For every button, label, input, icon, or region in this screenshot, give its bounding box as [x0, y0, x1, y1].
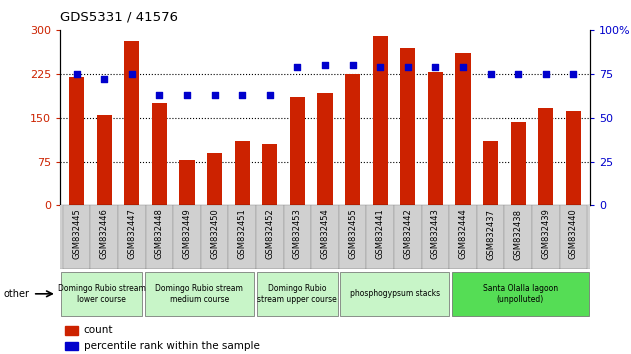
- Text: GSM832445: GSM832445: [72, 209, 81, 259]
- Bar: [90, 205, 118, 269]
- Point: [458, 64, 468, 70]
- Point: [127, 71, 137, 77]
- Bar: [477, 205, 504, 269]
- Point: [71, 71, 81, 77]
- Text: Santa Olalla lagoon
(unpolluted): Santa Olalla lagoon (unpolluted): [483, 284, 558, 303]
- Point: [182, 92, 192, 98]
- Text: GSM832448: GSM832448: [155, 209, 164, 259]
- Text: GSM832444: GSM832444: [459, 209, 468, 259]
- Point: [292, 64, 302, 70]
- FancyBboxPatch shape: [61, 272, 142, 316]
- Text: GSM832447: GSM832447: [127, 209, 136, 259]
- Bar: [62, 205, 90, 269]
- Bar: [201, 205, 228, 269]
- Text: GSM832453: GSM832453: [293, 209, 302, 259]
- Text: GSM832437: GSM832437: [486, 209, 495, 259]
- Bar: [339, 205, 367, 269]
- Bar: [97, 115, 112, 205]
- Bar: [151, 103, 167, 205]
- Text: GSM832439: GSM832439: [541, 209, 550, 259]
- Point: [486, 71, 496, 77]
- Bar: [179, 160, 194, 205]
- Text: GSM832438: GSM832438: [514, 209, 522, 259]
- Bar: [283, 205, 311, 269]
- Bar: [65, 326, 78, 335]
- Point: [99, 76, 109, 82]
- Point: [154, 92, 164, 98]
- Text: GSM832450: GSM832450: [210, 209, 219, 259]
- Point: [403, 64, 413, 70]
- Bar: [483, 141, 498, 205]
- Bar: [367, 205, 394, 269]
- Text: GSM832441: GSM832441: [375, 209, 385, 259]
- Bar: [290, 97, 305, 205]
- Point: [237, 92, 247, 98]
- Bar: [118, 205, 146, 269]
- Bar: [228, 205, 256, 269]
- Bar: [65, 342, 78, 350]
- Text: GSM832442: GSM832442: [403, 209, 412, 259]
- Text: count: count: [84, 325, 114, 335]
- Point: [264, 92, 274, 98]
- Point: [375, 64, 385, 70]
- Bar: [235, 141, 250, 205]
- Text: Domingo Rubio stream
lower course: Domingo Rubio stream lower course: [58, 284, 146, 303]
- Bar: [400, 47, 415, 205]
- Text: GSM832440: GSM832440: [569, 209, 578, 259]
- FancyBboxPatch shape: [145, 272, 254, 316]
- Text: GSM832452: GSM832452: [265, 209, 274, 259]
- Bar: [504, 205, 532, 269]
- Text: Domingo Rubio
stream upper course: Domingo Rubio stream upper course: [257, 284, 337, 303]
- Bar: [207, 153, 222, 205]
- Bar: [456, 53, 471, 205]
- Text: GDS5331 / 41576: GDS5331 / 41576: [60, 11, 178, 24]
- Bar: [560, 205, 587, 269]
- Point: [569, 71, 579, 77]
- Text: GSM832449: GSM832449: [182, 209, 191, 259]
- Bar: [256, 205, 283, 269]
- Point: [209, 92, 220, 98]
- Bar: [372, 36, 388, 205]
- Point: [513, 71, 523, 77]
- Bar: [510, 122, 526, 205]
- FancyBboxPatch shape: [257, 272, 338, 316]
- Bar: [311, 205, 339, 269]
- Text: phosphogypsum stacks: phosphogypsum stacks: [350, 289, 440, 298]
- Point: [348, 62, 358, 68]
- Bar: [262, 144, 278, 205]
- Bar: [124, 41, 139, 205]
- Bar: [146, 205, 173, 269]
- Text: GSM832446: GSM832446: [100, 209, 109, 259]
- Text: Domingo Rubio stream
medium course: Domingo Rubio stream medium course: [155, 284, 244, 303]
- Bar: [566, 111, 581, 205]
- Text: percentile rank within the sample: percentile rank within the sample: [84, 341, 260, 351]
- FancyBboxPatch shape: [452, 272, 589, 316]
- Bar: [449, 205, 477, 269]
- Text: GSM832443: GSM832443: [431, 209, 440, 259]
- Bar: [69, 77, 84, 205]
- Bar: [60, 205, 590, 269]
- Bar: [345, 74, 360, 205]
- FancyBboxPatch shape: [340, 272, 449, 316]
- Text: other: other: [3, 289, 29, 299]
- Text: GSM832451: GSM832451: [238, 209, 247, 259]
- Bar: [428, 72, 443, 205]
- Bar: [394, 205, 422, 269]
- Point: [430, 64, 440, 70]
- Bar: [532, 205, 560, 269]
- Bar: [173, 205, 201, 269]
- Bar: [317, 93, 333, 205]
- Point: [541, 71, 551, 77]
- Bar: [422, 205, 449, 269]
- Bar: [538, 108, 553, 205]
- Text: GSM832455: GSM832455: [348, 209, 357, 259]
- Point: [320, 62, 330, 68]
- Text: GSM832454: GSM832454: [321, 209, 329, 259]
